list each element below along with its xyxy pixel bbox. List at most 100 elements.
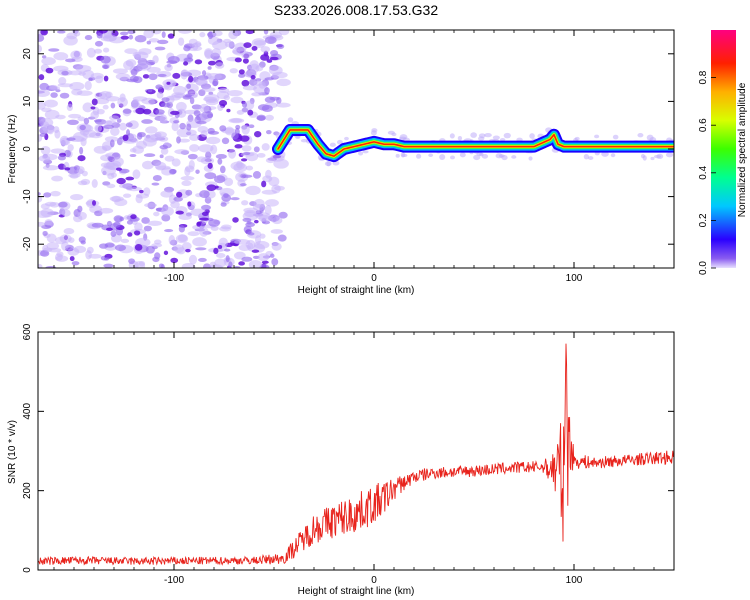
noise-blob [230, 96, 244, 104]
noise-blob [90, 72, 104, 79]
noise-blob [205, 136, 221, 145]
noise-blob [143, 30, 154, 39]
noise-blob [114, 198, 128, 207]
noise-blob [53, 52, 69, 61]
spectrogram-ytick-label: 0 [22, 146, 33, 152]
noise-blob [80, 178, 91, 186]
noise-blob [214, 258, 227, 268]
noise-blob [221, 137, 230, 145]
noise-blob [42, 165, 59, 171]
noise-blob [61, 241, 69, 251]
noise-blob [192, 224, 203, 230]
noise-blob [265, 157, 276, 164]
noise-blob [126, 129, 131, 137]
noise-blob [122, 108, 132, 114]
noise-blob [129, 75, 139, 82]
colorbar: 0.0 0.2 0.4 0.6 0.8 Normalized spectral ampl… [698, 30, 748, 275]
noise-blob [38, 89, 50, 97]
noise-blob [211, 48, 222, 57]
noise-blob [148, 73, 158, 81]
noise-blob [126, 186, 142, 192]
noise-blob [185, 189, 193, 196]
noise-blob [665, 152, 674, 158]
noise-blob [64, 167, 71, 171]
noise-blob [93, 119, 102, 123]
noise-blob [38, 44, 43, 54]
noise-blob [271, 216, 283, 225]
noise-blob [653, 154, 661, 159]
noise-blob [215, 153, 227, 159]
noise-blob [65, 58, 76, 63]
noise-blob [594, 134, 600, 139]
noise-blob [186, 83, 191, 89]
noise-blob [83, 117, 90, 125]
noise-blob [101, 141, 113, 151]
colorbar-ticks: 0.0 0.2 0.4 0.6 0.8 [698, 70, 716, 275]
noise-blob [38, 221, 46, 227]
noise-blob [251, 249, 260, 253]
noise-blob [77, 211, 87, 221]
noise-blob [242, 217, 252, 222]
noise-blob [252, 171, 262, 179]
noise-blob [199, 227, 209, 237]
snr-xtick-label: 0 [371, 575, 377, 586]
noise-blob [122, 193, 132, 198]
noise-blob [115, 73, 130, 81]
noise-blob [269, 253, 275, 258]
noise-blob [90, 106, 96, 110]
noise-blob [176, 101, 187, 112]
noise-blob [96, 32, 103, 39]
noise-blob [249, 63, 260, 73]
noise-blob [187, 153, 198, 160]
noise-blob [133, 230, 141, 236]
noise-blob [104, 136, 119, 142]
noise-blob [217, 245, 223, 249]
noise-blob [207, 162, 213, 169]
noise-blob [123, 215, 131, 220]
noise-blob [54, 253, 63, 261]
noise-blob [208, 60, 216, 66]
noise-blob [113, 221, 121, 228]
noise-blob [173, 85, 187, 96]
noise-blob [268, 65, 283, 76]
noise-blob [40, 30, 48, 36]
noise-blob [98, 30, 108, 34]
noise-blob [242, 58, 249, 64]
noise-blob [263, 30, 269, 35]
noise-blob [169, 168, 177, 174]
noise-blob [39, 133, 46, 137]
spectrogram-ridge-layer [277, 129, 674, 157]
noise-blob [82, 102, 94, 113]
noise-blob [61, 209, 71, 217]
noise-blob [484, 133, 492, 138]
spectrogram-ytick-label: -20 [22, 237, 33, 252]
noise-blob [103, 124, 115, 130]
noise-blob [69, 256, 75, 262]
noise-blob [253, 146, 260, 153]
noise-blob [135, 194, 143, 204]
noise-blob [223, 95, 230, 101]
noise-blob [81, 170, 88, 177]
noise-blob [300, 139, 308, 143]
noise-blob [251, 45, 258, 51]
noise-blob [90, 111, 100, 120]
noise-blob [50, 92, 58, 98]
noise-blob [66, 137, 76, 141]
noise-blob [160, 102, 171, 108]
noise-blob [473, 154, 481, 161]
noise-blob [266, 129, 272, 135]
noise-blob [153, 211, 160, 217]
noise-blob [137, 131, 146, 138]
noise-blob [103, 47, 110, 53]
snr-ticks: -100 0 100 0 200 400 600 [22, 323, 675, 586]
noise-blob [258, 214, 271, 222]
noise-blob [197, 126, 209, 133]
noise-blob [207, 127, 215, 134]
snr-ytick-label: 0 [22, 567, 33, 573]
noise-blob [160, 190, 174, 198]
noise-blob [219, 226, 232, 232]
noise-blob [103, 75, 109, 82]
noise-blob [151, 182, 160, 186]
